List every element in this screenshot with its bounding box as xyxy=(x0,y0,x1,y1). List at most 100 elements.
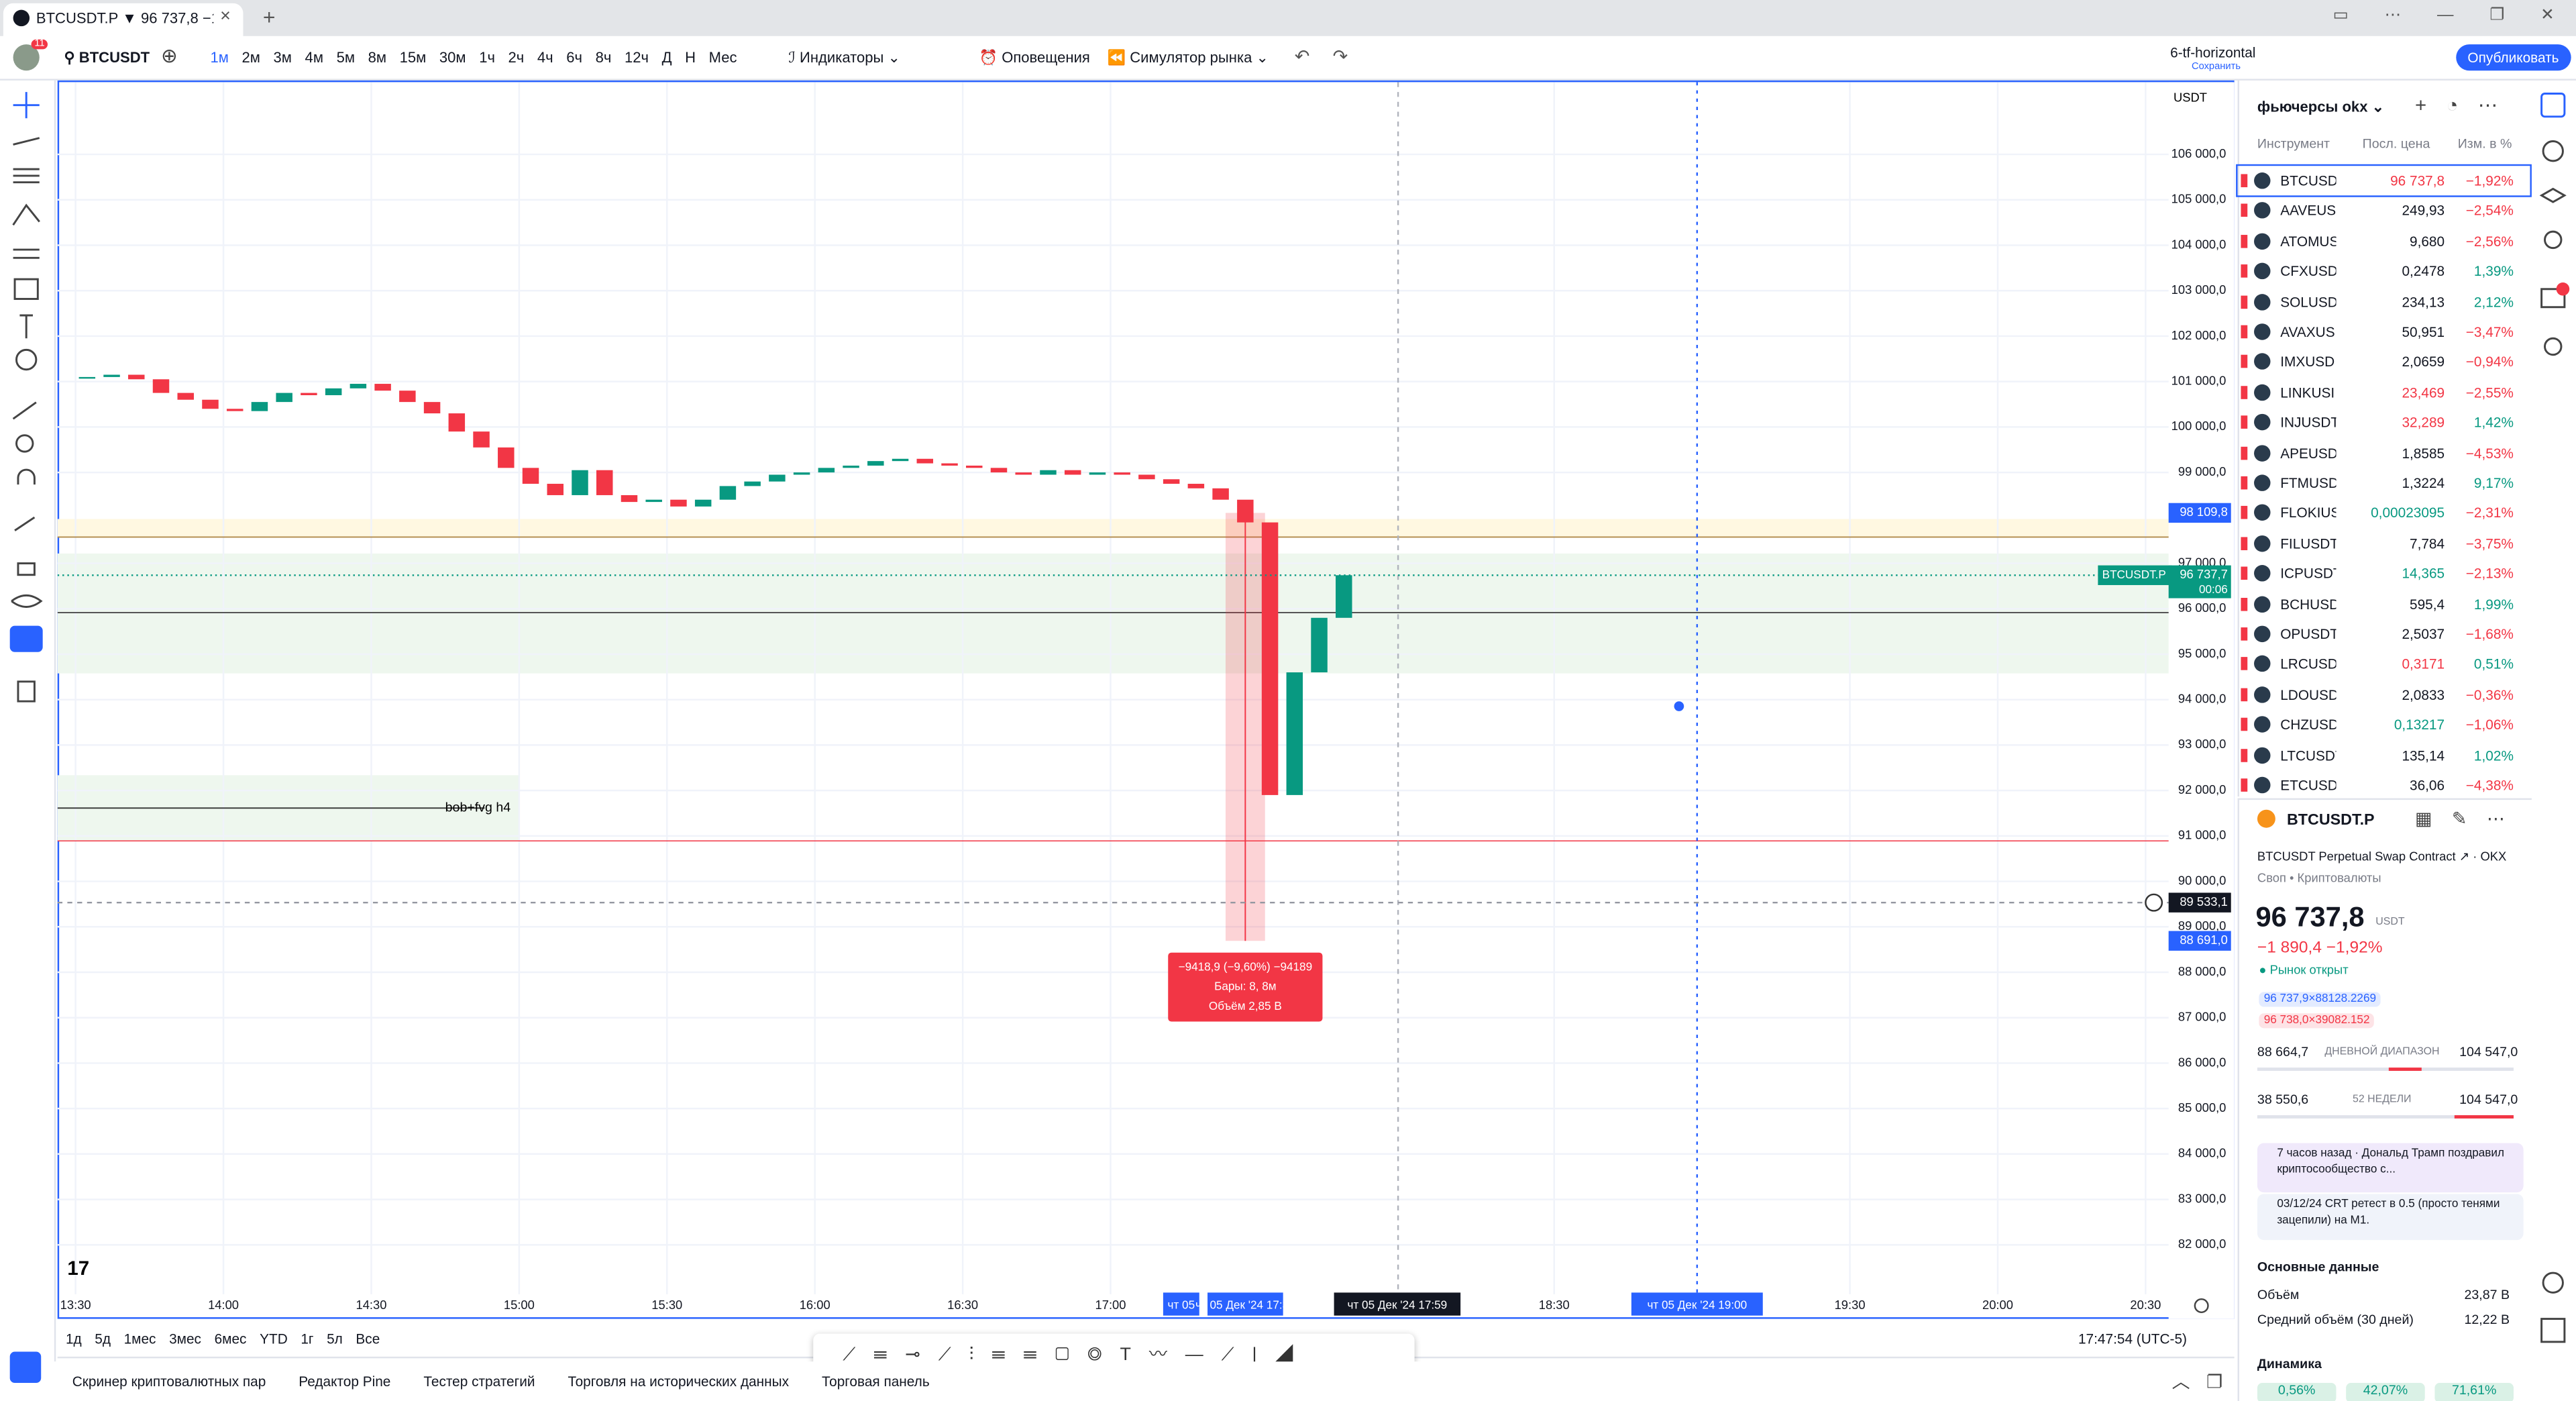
shape xyxy=(13,92,40,119)
interval[interactable]: 1м xyxy=(210,49,229,66)
range-button[interactable]: 5л xyxy=(327,1330,343,1347)
change: −3,75% xyxy=(2465,535,2514,552)
interval[interactable]: 4м xyxy=(305,49,323,66)
tab-bar xyxy=(0,0,2576,36)
symbol: ATOMUS xyxy=(2280,233,2337,250)
watchlist-row[interactable]: LRCUSD 0,3171 0,51% xyxy=(2238,650,2530,679)
interval[interactable]: 2ч xyxy=(508,49,525,66)
watchlist-row[interactable]: LINKUSI 23,469 −2,55% xyxy=(2238,377,2530,407)
coin-icon xyxy=(2254,505,2271,521)
watchlist-row[interactable]: BCHUSD 595,4 1,99% xyxy=(2238,589,2530,619)
candle xyxy=(1015,472,1032,475)
watchlist-row[interactable]: INJUSDT 32,289 1,42% xyxy=(2238,408,2530,437)
range-button[interactable]: 1г xyxy=(301,1330,314,1347)
watchlist-row[interactable]: ETCUSD 36,06 −4,38% xyxy=(2238,770,2530,800)
range-button[interactable]: 3мес xyxy=(169,1330,202,1347)
interval[interactable]: 5м xyxy=(336,49,356,66)
alerts-button[interactable]: ⏰ Оповещения xyxy=(979,49,1090,66)
watchlist-row[interactable]: FILUSDT 7,784 −3,75% xyxy=(2238,529,2530,558)
time-label: чт 05 Дек '24 19:00 xyxy=(1647,1298,1747,1312)
watchlist-title[interactable]: фьючерсы okx ⌄ xyxy=(2257,98,2385,115)
candle xyxy=(202,399,219,409)
symbol: AAVEUS xyxy=(2280,203,2337,219)
news-card[interactable]: 7 часов назад · Дональд Трамп поздравил … xyxy=(2257,1143,2524,1193)
watchlist-panel xyxy=(2237,80,2532,797)
candle xyxy=(694,499,712,507)
compare[interactable]: ⊕ xyxy=(161,44,178,68)
interval[interactable]: 3м xyxy=(273,49,292,66)
price: 2,5037 xyxy=(2402,625,2445,643)
x-tick-label: 15:30 xyxy=(651,1298,682,1312)
y-tick-label: 92 000,0 xyxy=(2178,782,2226,796)
interval[interactable]: Мес xyxy=(708,49,737,66)
candle xyxy=(128,374,145,380)
shape xyxy=(15,348,38,371)
symbol-search[interactable]: ⚲ BTCUSDT xyxy=(64,49,150,66)
watchlist-row[interactable]: OPUSDT 2,5037 −1,68% xyxy=(2238,619,2530,649)
coin-icon xyxy=(2254,293,2271,310)
time-label-bg xyxy=(1334,1292,1461,1316)
interval[interactable]: 6ч xyxy=(566,49,583,66)
shape xyxy=(2542,140,2564,162)
interval[interactable]: 12ч xyxy=(624,49,649,66)
interval[interactable]: 4ч xyxy=(537,49,553,66)
new-tab[interactable]: + xyxy=(262,5,276,30)
watchlist-row[interactable]: ICPUSDT 14,365 −2,13% xyxy=(2238,559,2530,588)
interval[interactable]: 2м xyxy=(241,49,260,66)
layout-name[interactable]: 6-tf-horizontal xyxy=(2170,44,2256,61)
range-button[interactable]: 1д xyxy=(65,1330,82,1347)
tab-close[interactable]: × xyxy=(220,6,231,27)
indicators-button[interactable]: ℐ Индикаторы ⌄ xyxy=(788,49,900,66)
watchlist-row[interactable]: LTCUSDT 135,14 1,02% xyxy=(2238,740,2530,770)
panel-tab[interactable]: Тестер стратегий xyxy=(423,1373,535,1390)
panel-tab[interactable]: Торговая панель xyxy=(822,1373,930,1390)
browser-tab[interactable] xyxy=(3,3,244,36)
watchlist-row[interactable]: ATOMUS 9,680 −2,56% xyxy=(2238,226,2530,256)
panel-tab[interactable]: Скринер криптовалютных пар xyxy=(72,1373,266,1390)
watchlist-row[interactable]: FLOKIUS 0,00023095 −2,31% xyxy=(2238,499,2530,528)
panel-tab[interactable]: Торговля на исторических данных xyxy=(568,1373,790,1390)
note-card[interactable]: 03/12/24 CRT ретест в 0.5 (просто тенями… xyxy=(2257,1194,2524,1241)
measure-tag xyxy=(2168,931,2231,951)
interval[interactable]: 15м xyxy=(399,49,427,66)
range-button[interactable]: Все xyxy=(356,1330,380,1347)
range-button[interactable]: 1мес xyxy=(123,1330,156,1347)
change: −4,53% xyxy=(2465,444,2514,461)
y-tick-label: 102 000,0 xyxy=(2171,328,2226,342)
y-tick-label: 93 000,0 xyxy=(2178,737,2226,751)
x-tick-label: 14:30 xyxy=(356,1298,386,1312)
interval[interactable]: 8ч xyxy=(595,49,612,66)
replay-button[interactable]: ⏪ Симулятор рынка ⌄ xyxy=(1107,49,1269,66)
watchlist-row[interactable]: CFXUSD 0,2478 1,39% xyxy=(2238,256,2530,286)
interval[interactable]: 8м xyxy=(368,49,387,66)
watchlist-row[interactable]: AAVEUS 249,93 −2,54% xyxy=(2238,196,2530,225)
range-button[interactable]: 5д xyxy=(95,1330,111,1347)
coin-icon xyxy=(2254,746,2271,764)
watchlist-row[interactable]: APEUSD 1,8585 −4,53% xyxy=(2238,438,2530,468)
watchlist-row[interactable]: SOLUSD 234,13 2,12% xyxy=(2238,287,2530,316)
candle xyxy=(1311,617,1328,673)
watchlist-row[interactable]: CHZUSD 0,13217 −1,06% xyxy=(2238,710,2530,739)
watchlist-row[interactable]: BTCUSD 96 737,8 −1,92% xyxy=(2236,164,2532,197)
watchlist-row[interactable]: LDOUSD 2,0833 −0,36% xyxy=(2238,680,2530,709)
interval[interactable]: Н xyxy=(685,49,696,66)
publish-button[interactable]: Опубликовать xyxy=(2456,44,2571,71)
interval[interactable]: 1ч xyxy=(479,49,495,66)
watchlist-row[interactable]: AVAXUSI 50,951 −3,47% xyxy=(2238,317,2530,346)
interval[interactable]: 30м xyxy=(439,49,466,66)
panel-tab[interactable]: Редактор Pine xyxy=(299,1373,391,1390)
avg-volume-label: Средний объём (30 дней) xyxy=(2257,1312,2414,1327)
time-label-bg xyxy=(1163,1292,1199,1316)
watchlist-row[interactable]: IMXUSD 2,0659 −0,94% xyxy=(2238,347,2530,376)
y-tick-label: 83 000,0 xyxy=(2178,1191,2226,1205)
range-button[interactable]: YTD xyxy=(260,1330,288,1347)
range-button[interactable]: 6мес xyxy=(214,1330,247,1347)
interval[interactable]: Д xyxy=(661,49,672,66)
tab-icon xyxy=(13,9,30,27)
last-price-label: 96 737,7 xyxy=(2180,567,2227,581)
symbol: INJUSDT xyxy=(2280,414,2337,431)
watchlist-row[interactable]: FTMUSD 1,3224 9,17% xyxy=(2238,468,2530,498)
